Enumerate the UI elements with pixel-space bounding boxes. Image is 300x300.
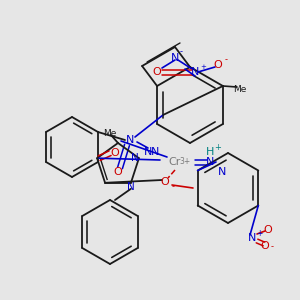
Text: Me: Me: [233, 85, 247, 94]
Text: O: O: [160, 177, 169, 187]
Text: O: O: [153, 67, 161, 77]
Text: -: -: [224, 56, 227, 64]
Text: N: N: [206, 157, 214, 167]
Text: +: +: [214, 142, 221, 152]
Text: N: N: [144, 147, 152, 157]
Text: +: +: [256, 230, 262, 238]
Text: N: N: [191, 67, 199, 77]
Text: H: H: [206, 147, 214, 157]
Text: O: O: [261, 241, 269, 251]
Text: N: N: [218, 167, 226, 177]
Text: N: N: [126, 135, 134, 145]
Text: O: O: [114, 167, 122, 177]
Text: O: O: [111, 148, 119, 158]
Text: Cr: Cr: [169, 157, 181, 167]
Text: N: N: [131, 153, 139, 163]
Text: O: O: [214, 60, 222, 70]
Text: +: +: [200, 64, 206, 70]
Text: -: -: [271, 242, 274, 251]
Text: -: -: [172, 182, 175, 191]
Text: O: O: [264, 225, 272, 235]
Text: N: N: [127, 182, 135, 192]
Text: N: N: [151, 147, 159, 157]
Text: 3+: 3+: [179, 158, 191, 166]
Text: Me: Me: [103, 128, 117, 137]
Text: N: N: [171, 53, 179, 63]
Text: N: N: [248, 233, 256, 243]
Text: -: -: [179, 47, 182, 56]
